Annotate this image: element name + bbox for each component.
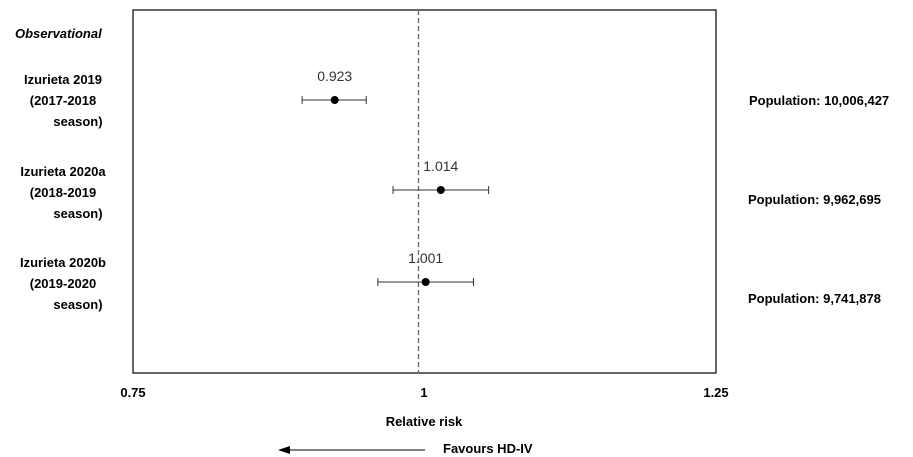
study-label-line: (2019-2020	[30, 276, 97, 291]
estimate-label: 0.923	[317, 68, 352, 84]
estimate-label: 1.001	[408, 250, 443, 266]
arrow-head-icon	[278, 446, 290, 454]
study-label-line: Izurieta 2020a	[20, 164, 106, 179]
estimate-label: 1.014	[423, 158, 458, 174]
direction-label: Favours HD-IV	[443, 441, 533, 456]
study-label-line: Izurieta 2020b	[20, 255, 106, 270]
x-tick-label: 1	[420, 385, 427, 400]
estimate-point	[436, 186, 445, 194]
estimate-marks: 0.923 1.014 1.001	[301, 68, 490, 286]
population-label: Population: 10,006,427	[749, 93, 889, 108]
study-label-line: season)	[53, 297, 102, 312]
study-label-line: (2017-2018	[30, 93, 97, 108]
x-tick-label: 1.25	[703, 385, 728, 400]
x-tick-label: 0.75	[120, 385, 145, 400]
population-label: Population: 9,741,878	[748, 291, 881, 306]
plot-frame	[132, 9, 717, 374]
study-row: Izurieta 2020a (2018-2019 season) Popula…	[20, 164, 881, 221]
estimate-point	[330, 96, 339, 104]
estimate-point	[421, 278, 430, 286]
study-label-line: Izurieta 2019	[24, 72, 102, 87]
study-label-line: season)	[53, 114, 102, 129]
study-row: Izurieta 2020b (2019-2020 season) Popula…	[20, 255, 881, 312]
population-label: Population: 9,962,695	[748, 192, 881, 207]
study-label-line: (2018-2019	[30, 185, 97, 200]
x-axis-label: Relative risk	[386, 414, 463, 429]
section-label: Observational	[15, 26, 102, 41]
study-row: Izurieta 2019 (2017-2018 season) Populat…	[24, 72, 889, 129]
study-label-line: season)	[53, 206, 102, 221]
